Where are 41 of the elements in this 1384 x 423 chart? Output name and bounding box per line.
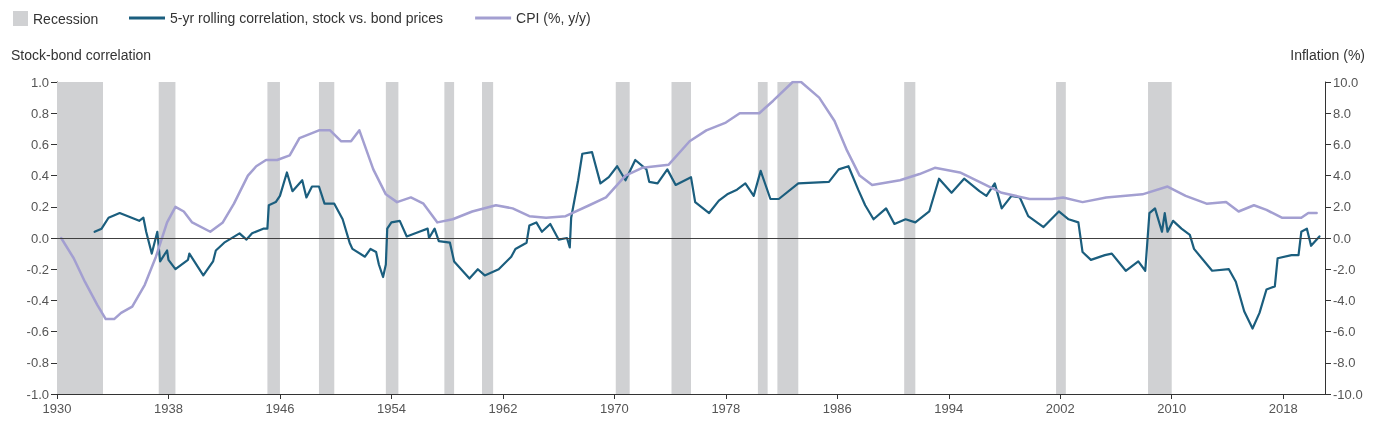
y2-tick-label: 6.0 — [1333, 136, 1352, 152]
y2-tick-label: 8.0 — [1333, 105, 1352, 121]
y2-tick-label: -4.0 — [1333, 292, 1356, 308]
y2-tick-label: 10.0 — [1333, 74, 1359, 90]
y-tick-label: -1.0 — [26, 386, 49, 402]
y-tick-label: 0.8 — [30, 105, 49, 121]
x-tick-label: 2010 — [1157, 401, 1187, 416]
x-tick-label: 1978 — [711, 401, 741, 416]
y2-tick-label: -8.0 — [1333, 355, 1356, 371]
y2-tick-label: 2.0 — [1333, 199, 1352, 215]
x-tick-label: 1954 — [376, 401, 406, 416]
y-tick-label: 0.6 — [30, 136, 49, 152]
y-tick-label: 0.0 — [30, 230, 49, 246]
line-series — [93, 151, 1321, 330]
x-tick-label: 1994 — [934, 401, 964, 416]
y-tick-label: -0.2 — [26, 261, 49, 277]
x-tick-label: 2018 — [1268, 401, 1298, 416]
y-tick-label: 0.2 — [30, 199, 49, 215]
y2-tick-label: -2.0 — [1333, 261, 1356, 277]
x-tick-label: 1986 — [822, 401, 852, 416]
y-tick-label: -0.6 — [26, 324, 49, 340]
y-tick-label: 1.0 — [30, 74, 49, 90]
x-tick-label: 1938 — [154, 401, 183, 416]
y-tick-label: 0.4 — [30, 168, 49, 184]
y2-axis-title: Inflation (%) — [1290, 47, 1365, 63]
x-tick-label: 1970 — [599, 401, 629, 416]
y2-tick-label: 0.0 — [1333, 230, 1352, 246]
y-axis-title: Stock-bond correlation — [11, 47, 152, 63]
x-tick-label: 1930 — [42, 401, 72, 416]
legend-label: Recession — [33, 10, 99, 27]
y-tick-label: -0.8 — [26, 355, 49, 371]
line-series — [59, 80, 1318, 321]
y2-tick-label: -6.0 — [1333, 324, 1356, 340]
x-tick-label: 1946 — [265, 401, 295, 416]
x-tick-label: 2002 — [1045, 401, 1075, 416]
legend-label: 5-yr rolling correlation, stock vs. bond prices — [170, 10, 444, 26]
legend-label: CPI (%, y/y) — [516, 10, 591, 26]
y-tick-label: -0.4 — [26, 292, 49, 308]
x-tick-label: 1962 — [488, 401, 518, 416]
y2-tick-label: 4.0 — [1333, 168, 1352, 184]
y2-tick-label: -10.0 — [1333, 386, 1363, 402]
